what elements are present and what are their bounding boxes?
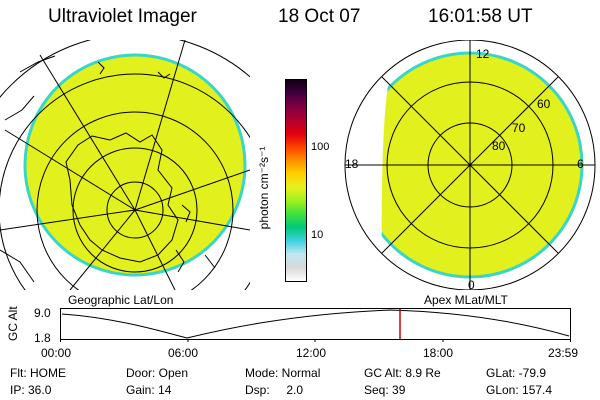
status-door: Door: Open (126, 366, 189, 380)
orbit-x-tick-4: 23:59 (548, 346, 579, 360)
geo-auroral-disk (23, 53, 247, 277)
apex-white-gap (345, 75, 390, 280)
geo-coastlines (0, 55, 216, 283)
colorbar (285, 79, 307, 282)
mlt-label-6: 6 (577, 157, 584, 171)
orbit-x-tick-2: 12:00 (296, 346, 327, 360)
mlt-label-12: 12 (476, 47, 490, 61)
instrument-title: Ultraviolet Imager (48, 6, 197, 27)
colorbar-unit-label: photon cm⁻²s⁻¹ (257, 146, 271, 230)
apex-grid (344, 40, 596, 290)
orbit-x-tick-3: 18:00 (423, 346, 454, 360)
orbit-x-tick-0: 00:00 (41, 346, 72, 360)
colorbar-tick-10: 10 (311, 229, 324, 241)
observation-date: 18 Oct 07 (278, 6, 361, 27)
status-seq: Seq: 39 (364, 383, 406, 397)
colorbar-tick-100: 100 (311, 141, 330, 153)
observation-time: 16:01:58 UT (428, 6, 533, 27)
orbit-x-tick-1: 06:00 (168, 346, 199, 360)
mlt-label-18: 18 (345, 157, 359, 171)
status-gain: Gain: 14 (126, 383, 172, 397)
mlat-label-70: 70 (512, 121, 526, 135)
status-glat: GLat: -79.9 (486, 366, 547, 380)
status-flt: Flt: HOME (10, 366, 66, 380)
geographic-map (0, 40, 250, 290)
orbit-y-tick-bottom: 1.8 (34, 331, 51, 345)
mlat-label-80: 80 (492, 139, 506, 153)
orbit-y-axis-label: GC Alt (6, 306, 20, 341)
apex-map: 12 18 6 0 60 70 80 (344, 40, 596, 290)
mlat-label-60: 60 (537, 97, 551, 111)
apex-caption: Apex MLat/MLT (424, 293, 508, 307)
status-dsp: Dsp: 2.0 (245, 383, 304, 397)
status-gc-alt: GC Alt: 8.9 Re (364, 366, 441, 380)
mlt-label-0: 0 (468, 278, 475, 290)
status-glon: GLon: 157.4 (486, 383, 553, 397)
orbit-altitude-plot (60, 308, 571, 342)
geo-graticule (0, 40, 250, 290)
geographic-caption: Geographic Lat/Lon (68, 293, 174, 307)
status-mode: Mode: Normal (245, 366, 321, 380)
orbit-y-tick-top: 9.0 (34, 306, 51, 320)
status-ip: IP: 36.0 (10, 383, 52, 397)
